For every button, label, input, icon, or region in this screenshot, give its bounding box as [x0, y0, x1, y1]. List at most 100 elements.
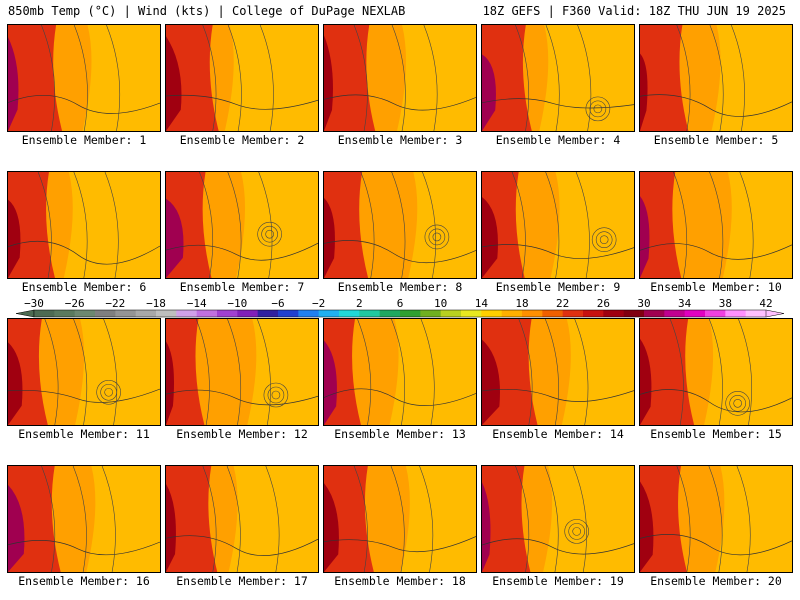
mild-region [75, 319, 160, 425]
colorbar-swatch [34, 310, 55, 317]
colorbar-swatch [196, 310, 218, 317]
temperature-map [324, 466, 476, 572]
colorbar-swatch [583, 310, 604, 317]
ensemble-member-label: Ensemble Member: 11 [18, 427, 150, 441]
temperature-map [482, 319, 634, 425]
colorbar-outline [33, 309, 767, 318]
colorbar-tick-label: 26 [597, 297, 610, 310]
closed-low-contour [100, 383, 117, 401]
closed-low-contour [267, 386, 285, 404]
height-contour [574, 319, 589, 425]
height-contour [730, 25, 745, 131]
closed-low-contour [599, 235, 609, 245]
temperature-map [482, 25, 634, 131]
mild-region [561, 319, 634, 425]
height-contour [676, 25, 691, 131]
closed-low-contour [261, 225, 278, 243]
ensemble-member-label: Ensemble Member: 9 [495, 280, 621, 294]
temperature-map [324, 25, 476, 131]
coastline [482, 388, 634, 402]
ensemble-panel-18 [323, 465, 477, 573]
colorbar-tick-label: 38 [719, 297, 732, 310]
height-contour [391, 319, 405, 425]
ensemble-member-label: Ensemble Member: 15 [650, 427, 782, 441]
colorbar-swatch [522, 310, 543, 317]
closed-low-contour [568, 523, 586, 540]
colorbar-swatch [461, 310, 482, 317]
height-contour [103, 319, 118, 425]
coastline [166, 389, 318, 406]
height-contour [101, 466, 116, 572]
colorbar-tick-label: 30 [637, 297, 650, 310]
hot-region [324, 172, 369, 278]
height-contour [360, 172, 375, 278]
coastline [324, 388, 476, 406]
colorbar-low-arrow [15, 309, 35, 318]
closed-low-contour [104, 387, 113, 397]
hottest-region [640, 481, 654, 572]
colorbar-swatch [135, 310, 157, 317]
hot-region [640, 172, 682, 278]
ensemble-panel-3 [323, 24, 477, 132]
mild-region [228, 466, 318, 572]
height-contour [199, 172, 214, 278]
colorbar-tick-label: −14 [187, 297, 207, 310]
coastline [482, 244, 634, 259]
ensemble-panel-1 [7, 24, 161, 132]
ensemble-member-label: Ensemble Member: 1 [21, 133, 147, 147]
closed-low-contour [725, 391, 750, 416]
ensemble-member-label: Ensemble Member: 5 [653, 133, 779, 147]
ensemble-member-label: Ensemble Member: 16 [18, 574, 150, 588]
ensemble-panel-7 [165, 171, 319, 279]
colorbar-tick-label: 6 [397, 297, 404, 310]
coastline [8, 540, 160, 556]
ensemble-panel-9 [481, 171, 635, 279]
hot-region [166, 466, 218, 572]
ensemble-member-label: Ensemble Member: 13 [334, 427, 466, 441]
closed-low-contour [424, 224, 450, 250]
colorbar-swatch [54, 310, 76, 317]
mild-region [408, 172, 476, 278]
temperature-map [640, 172, 792, 278]
colorbar-swatch [562, 310, 584, 317]
closed-low-contour [585, 96, 611, 122]
height-contour [544, 466, 559, 572]
coastline [8, 241, 160, 265]
hot-region [640, 319, 695, 425]
height-contour [736, 466, 751, 572]
hottest-region [324, 483, 339, 572]
closed-low-contour [271, 390, 281, 400]
height-contour [353, 25, 368, 131]
mild-region [539, 25, 634, 131]
temperature-map [166, 172, 318, 278]
height-contour [202, 466, 217, 572]
mild-region [247, 319, 318, 425]
height-contour [515, 466, 530, 572]
closed-low-contour [96, 379, 121, 405]
model-valid-time: 18Z GEFS | F360 Valid: 18Z THU JUN 19 20… [482, 4, 786, 18]
ensemble-panel-13 [323, 318, 477, 426]
coastline [482, 538, 634, 555]
hottest-region [166, 341, 175, 425]
height-contour [515, 25, 530, 131]
hottest-region [166, 198, 184, 278]
mild-region [63, 172, 160, 278]
coastline [640, 389, 792, 413]
height-contour [353, 466, 368, 572]
hottest-region [324, 35, 334, 131]
closed-low-contour [572, 527, 582, 536]
height-contour [41, 466, 56, 572]
temperature-map [640, 319, 792, 425]
hottest-region [8, 484, 25, 572]
height-contour [73, 319, 88, 425]
hottest-region [166, 483, 176, 572]
closed-low-contour [593, 104, 603, 114]
mild-region [711, 25, 792, 131]
coastline [166, 94, 318, 110]
colorbar-swatch [420, 310, 442, 317]
height-contour [73, 25, 88, 131]
colorbar-swatch [542, 310, 564, 317]
height-contour [577, 25, 592, 131]
height-contour [256, 319, 271, 425]
hot-region [482, 466, 531, 572]
